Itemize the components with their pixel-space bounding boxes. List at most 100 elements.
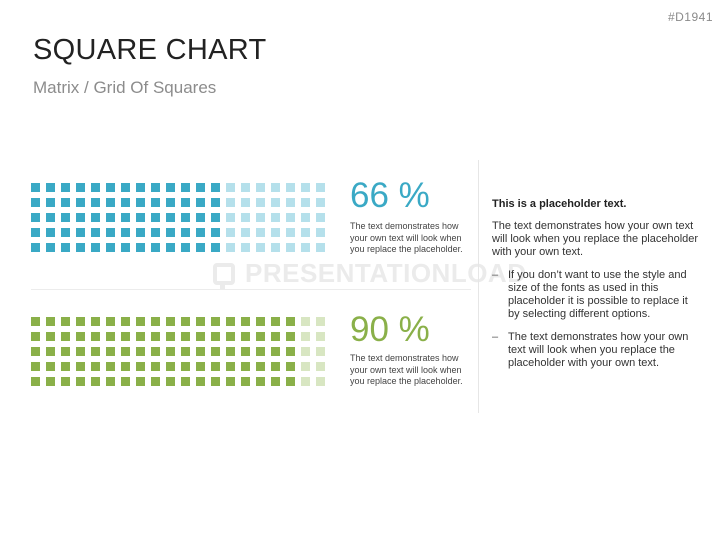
grid-square-filled bbox=[106, 377, 115, 386]
grid-square-filled bbox=[76, 362, 85, 371]
grid-square-filled bbox=[106, 213, 115, 222]
grid-square-filled bbox=[106, 332, 115, 341]
grid-square-filled bbox=[46, 332, 55, 341]
grid-square-empty bbox=[241, 243, 250, 252]
grid-square-filled bbox=[196, 377, 205, 386]
grid-square-filled bbox=[106, 183, 115, 192]
grid-square-filled bbox=[76, 347, 85, 356]
grid-square-filled bbox=[286, 317, 295, 326]
grid-square-filled bbox=[181, 213, 190, 222]
grid-square-filled bbox=[226, 347, 235, 356]
grid-square-filled bbox=[286, 362, 295, 371]
vertical-divider bbox=[478, 160, 479, 413]
grid-square-filled bbox=[61, 332, 70, 341]
grid-square-filled bbox=[136, 347, 145, 356]
grid-square-filled bbox=[166, 243, 175, 252]
grid-square-filled bbox=[31, 377, 40, 386]
horizontal-divider bbox=[31, 289, 471, 290]
grid-square-filled bbox=[271, 347, 280, 356]
grid-square-filled bbox=[271, 362, 280, 371]
description-blue: The text demonstrates how your own text … bbox=[350, 221, 463, 254]
grid-square-filled bbox=[136, 332, 145, 341]
grid-square-empty bbox=[256, 198, 265, 207]
grid-square-filled bbox=[181, 243, 190, 252]
grid-square-filled bbox=[91, 347, 100, 356]
grid-square-filled bbox=[106, 198, 115, 207]
grid-square-empty bbox=[286, 213, 295, 222]
grid-square-filled bbox=[136, 243, 145, 252]
grid-square-filled bbox=[91, 228, 100, 237]
grid-square-filled bbox=[31, 243, 40, 252]
grid-square-filled bbox=[271, 317, 280, 326]
grid-square-filled bbox=[181, 317, 190, 326]
slide-id: #D1941 bbox=[667, 10, 713, 24]
grid-square-filled bbox=[241, 347, 250, 356]
grid-square-filled bbox=[121, 183, 130, 192]
description-green: The text demonstrates how your own text … bbox=[350, 353, 463, 386]
grid-square-filled bbox=[106, 347, 115, 356]
grid-square-empty bbox=[301, 198, 310, 207]
grid-square-filled bbox=[61, 347, 70, 356]
grid-square-filled bbox=[31, 228, 40, 237]
grid-square-filled bbox=[196, 213, 205, 222]
grid-square-filled bbox=[136, 198, 145, 207]
grid-square-filled bbox=[256, 332, 265, 341]
grid-square-filled bbox=[196, 317, 205, 326]
grid-square-filled bbox=[271, 377, 280, 386]
grid-square-filled bbox=[46, 317, 55, 326]
grid-square-filled bbox=[211, 317, 220, 326]
grid-square-filled bbox=[166, 228, 175, 237]
grid-square-empty bbox=[256, 243, 265, 252]
grid-square-filled bbox=[241, 332, 250, 341]
grid-square-empty bbox=[316, 183, 325, 192]
grid-square-filled bbox=[211, 183, 220, 192]
watermark-text: PRESENTATIONLOAD bbox=[245, 258, 527, 288]
grid-square-filled bbox=[46, 347, 55, 356]
grid-square-filled bbox=[136, 213, 145, 222]
watermark-logo-icon bbox=[213, 262, 235, 290]
grid-square-filled bbox=[241, 377, 250, 386]
grid-square-empty bbox=[316, 198, 325, 207]
grid-square-filled bbox=[121, 362, 130, 371]
grid-square-filled bbox=[61, 377, 70, 386]
grid-square-filled bbox=[181, 198, 190, 207]
grid-square-empty bbox=[256, 213, 265, 222]
grid-square-empty bbox=[286, 183, 295, 192]
grid-square-filled bbox=[31, 332, 40, 341]
grid-square-empty bbox=[226, 243, 235, 252]
grid-square-filled bbox=[181, 332, 190, 341]
grid-square-filled bbox=[241, 362, 250, 371]
grid-square-filled bbox=[196, 228, 205, 237]
grid-square-filled bbox=[46, 243, 55, 252]
grid-square-filled bbox=[241, 317, 250, 326]
percent-label-blue: 66 % bbox=[350, 176, 430, 215]
grid-square-filled bbox=[256, 317, 265, 326]
grid-square-empty bbox=[316, 332, 325, 341]
grid-square-empty bbox=[226, 183, 235, 192]
grid-square-empty bbox=[316, 377, 325, 386]
grid-square-empty bbox=[271, 228, 280, 237]
grid-square-filled bbox=[211, 347, 220, 356]
grid-square-filled bbox=[196, 243, 205, 252]
grid-square-empty bbox=[241, 183, 250, 192]
slide-title: SQUARE CHART bbox=[33, 34, 267, 66]
grid-square-filled bbox=[151, 362, 160, 371]
grid-square-empty bbox=[271, 198, 280, 207]
grid-square-filled bbox=[46, 228, 55, 237]
grid-square-filled bbox=[106, 228, 115, 237]
grid-square-filled bbox=[31, 317, 40, 326]
grid-square-filled bbox=[151, 213, 160, 222]
grid-square-filled bbox=[151, 198, 160, 207]
slide-subtitle: Matrix / Grid Of Squares bbox=[33, 78, 217, 97]
grid-square-filled bbox=[166, 332, 175, 341]
grid-square-filled bbox=[226, 317, 235, 326]
grid-square-empty bbox=[301, 347, 310, 356]
percent-label-green: 90 % bbox=[350, 310, 430, 349]
grid-square-filled bbox=[181, 347, 190, 356]
grid-square-filled bbox=[211, 213, 220, 222]
grid-square-empty bbox=[316, 347, 325, 356]
grid-square-filled bbox=[256, 362, 265, 371]
grid-square-empty bbox=[226, 213, 235, 222]
grid-square-empty bbox=[316, 317, 325, 326]
grid-square-filled bbox=[256, 347, 265, 356]
